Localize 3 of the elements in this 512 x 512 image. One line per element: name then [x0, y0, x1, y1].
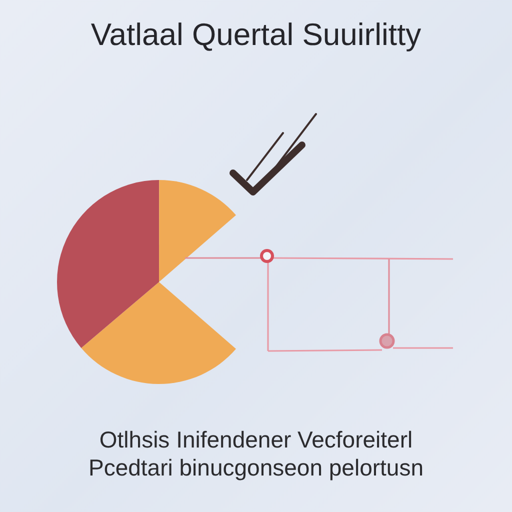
chart-title: Vatlaal Quertal Suuirlitty: [90, 17, 422, 52]
text: Pcedtari binucgonseon pelortusn: [88, 454, 424, 480]
text: Otlhsis Inifendener Vecforeiterl: [99, 426, 413, 452]
